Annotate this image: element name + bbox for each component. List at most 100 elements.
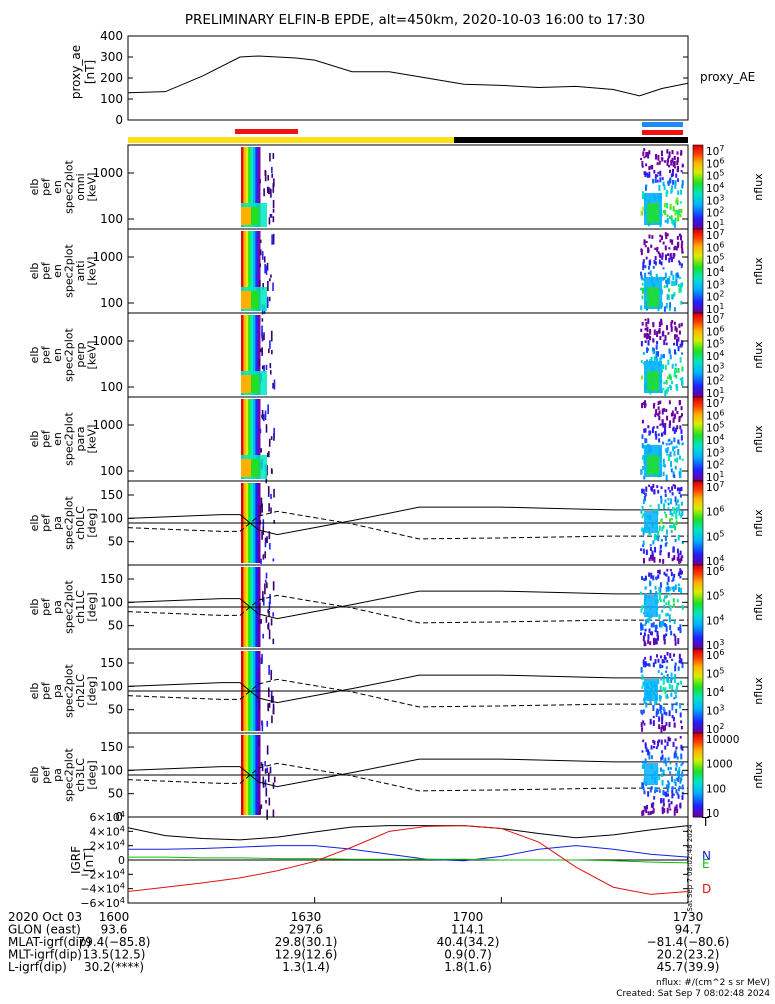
colorbar-cell [693, 497, 703, 501]
colorbar-cell [693, 573, 703, 576]
spectro-pixel [665, 379, 668, 385]
spectro-pixel [669, 490, 672, 493]
spectro-pixel [660, 519, 663, 524]
colorbar-cell [693, 529, 703, 532]
colorbar-cell [693, 625, 703, 629]
colorbar-cell [693, 544, 703, 547]
spectro-pixel [668, 721, 671, 728]
spectro-pixel [674, 781, 677, 787]
spectro-pixel [666, 278, 669, 284]
colorbar-cell [693, 682, 703, 686]
spectro-pixel [657, 489, 660, 494]
colorbar-cell [693, 619, 703, 623]
spectro-pixel [666, 149, 669, 154]
colorbar-cell [693, 380, 703, 383]
spectro-pixel [661, 419, 664, 423]
spectro-pixel [680, 208, 683, 214]
spectro-ylabel: [deg] [86, 508, 99, 537]
spectro-stripe [245, 315, 249, 395]
spectro-pixel [671, 294, 674, 300]
spectro-pixel [676, 557, 679, 561]
spectro-pixel [665, 442, 668, 446]
spectro-pixel [664, 499, 667, 503]
spectro-pixel [664, 542, 667, 547]
spectro-pixel [676, 548, 679, 554]
colorbar-cell [693, 646, 703, 650]
colorbar-cell [693, 594, 703, 597]
spectro-pixel [640, 509, 643, 514]
spectro-pixel [661, 769, 664, 772]
spectro-pixel [268, 531, 271, 540]
spectro-pixel [678, 512, 681, 516]
igrf-legend-d: D [702, 882, 711, 896]
colorbar-label: nflux [752, 425, 765, 453]
colorbar-cell [693, 796, 703, 799]
spectro-pixel [669, 420, 672, 426]
spectro-pixel [664, 535, 667, 542]
spectro-pixel [654, 585, 657, 590]
spectro-pixel [680, 777, 683, 782]
spectro-pixel [677, 770, 680, 776]
spectro-pixel [270, 330, 273, 342]
colorbar-cell [693, 562, 703, 566]
spectro-pixel [676, 272, 679, 277]
colorbar-cell [693, 210, 703, 213]
spectro-pixel [673, 810, 676, 816]
spectro-pixel [677, 178, 680, 182]
spectro-pixel [661, 779, 664, 786]
spectro-pixel [681, 180, 684, 186]
spectro-ylabel: pa [51, 516, 64, 530]
colorbar-cell [693, 661, 703, 665]
spectro-pixel [659, 698, 662, 702]
spectro-pixel [641, 604, 644, 610]
colorbar-tick-label: 104 [706, 265, 724, 279]
spectro-pixel [671, 518, 674, 521]
spectro-pixel [264, 410, 267, 421]
colorbar-cell [693, 659, 703, 663]
spectro-pixel [640, 591, 643, 595]
colorbar-cell [693, 161, 703, 165]
spectro-pixel [653, 329, 656, 336]
spectro-pixel [665, 529, 668, 535]
spectro-pixel [641, 402, 644, 409]
spectro-pixel [268, 503, 270, 512]
colorbar-cell [693, 344, 703, 348]
spectro-pixel [645, 321, 648, 327]
spectro-pixel [642, 635, 645, 642]
spectro-pixel [658, 775, 661, 781]
colorbar-cell [693, 670, 703, 673]
colorbar-tick-label: 107 [706, 312, 724, 326]
spectro-pixel [670, 468, 673, 473]
colorbar-cell [693, 491, 703, 495]
spectro-pixel [673, 697, 676, 700]
spectro-pixel [648, 616, 651, 621]
colorbar-cell [693, 621, 703, 625]
spectro-pixel [672, 206, 675, 212]
spectro-pixel [680, 153, 683, 156]
spectro-pixel [679, 514, 682, 518]
colorbar-cell [693, 292, 703, 295]
spectro-pixel [665, 670, 668, 673]
spectro-pixel [657, 413, 660, 417]
spectro-pixel [681, 184, 684, 189]
spectro-pixel [267, 404, 269, 415]
spectro-pixel [269, 766, 272, 774]
colorbar-tick-label: 105 [706, 421, 724, 435]
spectro-pixel [652, 347, 655, 352]
spectro-pixel [654, 659, 657, 664]
spectro-pixel [642, 529, 645, 536]
spectro-pixel [661, 713, 664, 718]
spectro-pixel [676, 197, 679, 201]
colorbar-cell [693, 474, 703, 478]
spectro-ylabel: pef [40, 429, 53, 448]
spectro-pixel [675, 445, 678, 449]
spectro-pixel [657, 154, 660, 161]
spectro-pixel [662, 441, 665, 445]
spectro-pixel [657, 679, 660, 685]
spectro-pixel [671, 492, 674, 496]
spectro-pixel [663, 511, 666, 514]
spectro-pixel [672, 598, 675, 603]
spectro-pixel [669, 377, 672, 380]
colorbar-cell [693, 342, 703, 345]
spectro-pixel [647, 749, 650, 756]
